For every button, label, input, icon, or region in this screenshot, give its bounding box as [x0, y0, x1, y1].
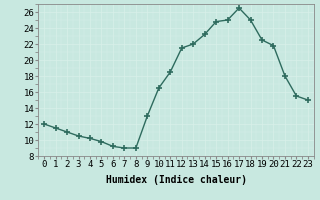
X-axis label: Humidex (Indice chaleur): Humidex (Indice chaleur) — [106, 175, 246, 185]
